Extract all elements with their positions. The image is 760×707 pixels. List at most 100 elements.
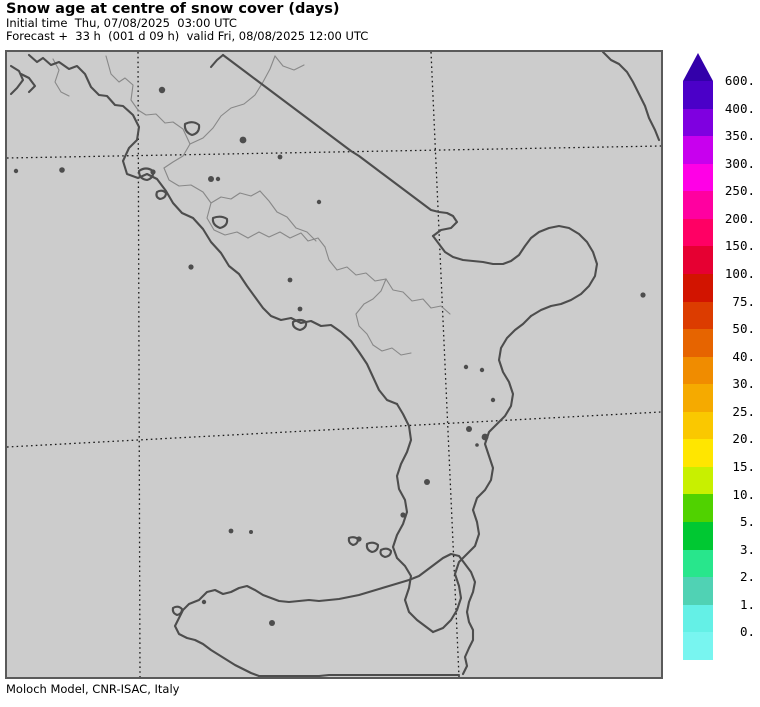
coastline-sardinia-fragment-2 (19, 72, 37, 94)
colorbar-segment[interactable] (683, 301, 713, 330)
colorbar-tick-label: 3. (739, 541, 755, 557)
map-dot (424, 479, 430, 485)
graticule-meridian-1 (137, 52, 141, 677)
coastline-gargano-adriatic (221, 53, 459, 238)
map-canvas[interactable] (7, 52, 661, 677)
colorbar-tick-label: 5. (739, 514, 755, 530)
admin-line-emilia-marche (189, 55, 276, 145)
colorbar-tick-label: 0. (739, 624, 755, 640)
lake-garda-area (183, 121, 201, 137)
admin-line-piemonte-lombardia (52, 58, 70, 97)
coastline-calabria-ionian (431, 314, 533, 634)
colorbar-segment[interactable] (683, 356, 713, 385)
admin-line-campania-basilicata (355, 278, 387, 346)
colorbar-segment[interactable] (683, 604, 713, 633)
map-dot (297, 306, 303, 312)
island-elba (137, 167, 155, 182)
colorbar-top-arrow-icon (683, 53, 713, 81)
island-capri (291, 318, 308, 332)
model-credit: Moloch Model, CNR-ISAC, Italy (6, 682, 180, 696)
graticule-parallel-1 (7, 145, 661, 159)
colorbar-segment[interactable] (683, 246, 713, 274)
colorbar-tick-label: 25. (732, 403, 755, 419)
island-aeolian-2 (379, 547, 393, 559)
colorbar-segment[interactable] (683, 191, 713, 219)
header: Snow age at centre of snow cover (days) … (6, 0, 706, 42)
coastline-gulf-of-taranto-salento (431, 224, 599, 318)
coastline-sardinia-fragment (9, 64, 25, 96)
admin-line-molise-puglia (385, 278, 451, 315)
colorbar-segment[interactable] (683, 163, 713, 192)
forecast-time-text: Forecast + 33 h (001 d 09 h) valid Fri, … (6, 28, 369, 43)
colorbar-segment[interactable] (683, 439, 713, 467)
colorbar-tick-label: 300. (724, 155, 755, 171)
lake-trasimeno (211, 215, 229, 230)
map-dot (400, 512, 406, 518)
map-dot (269, 620, 275, 626)
coastline-adriatic-north (209, 53, 225, 69)
island-ponza (155, 189, 168, 201)
colorbar-segment[interactable] (683, 466, 713, 495)
map-panel[interactable] (5, 50, 663, 679)
colorbar-labels: 600. 400. 350. 300. 250. 200. 150. 100. 75. 50. 40… (715, 53, 760, 673)
colorbar-tick-label: 40. (732, 348, 755, 364)
coastlines (9, 52, 661, 677)
map-dot (316, 199, 322, 205)
map-dot (490, 397, 496, 403)
initial-time-text: Initial time Thu, 07/08/2025 03:00 UTC (6, 16, 237, 30)
colorbar-cap-triangle (683, 53, 713, 81)
map-dot (188, 264, 194, 270)
colorbar-segment[interactable] (683, 549, 713, 578)
colorbar-segment[interactable] (683, 384, 713, 412)
map-dot (228, 528, 234, 534)
admin-boundaries (52, 55, 451, 356)
map-dot (640, 292, 646, 298)
admin-line-umbria-lazio (210, 190, 261, 204)
admin-line-liguria-emilia (105, 55, 191, 169)
map-dot (239, 136, 247, 144)
admin-line-abruzzo-molise (324, 246, 387, 282)
map-point-markers (13, 86, 646, 626)
colorbar-segments[interactable] (683, 81, 713, 660)
colorbar-tick-label: 150. (724, 238, 755, 254)
graticule-parallel-2 (7, 411, 661, 448)
colorbar-segment[interactable] (683, 494, 713, 522)
colorbar-tick-label: 400. (724, 100, 755, 116)
map-dot (158, 86, 166, 94)
graticule-meridian-2 (430, 52, 460, 677)
island-aeolian-1 (365, 541, 380, 554)
map-background (7, 52, 661, 677)
admin-line-veneto-friuli (274, 55, 305, 71)
colorbar-segment[interactable] (683, 136, 713, 164)
colorbar-tick-label: 350. (724, 128, 755, 144)
colorbar-segment[interactable] (683, 108, 713, 137)
colorbar-segment[interactable] (683, 273, 713, 302)
colorbar-tick-label: 50. (732, 321, 755, 337)
colorbar[interactable] (683, 53, 713, 660)
island-aeolian-3 (347, 536, 360, 547)
map-dot (356, 536, 362, 542)
map-dot (249, 530, 253, 534)
map-dot (13, 168, 19, 174)
coastline-sicily-south (257, 673, 461, 677)
colorbar-segment[interactable] (683, 411, 713, 440)
colorbar-segment[interactable] (683, 632, 713, 660)
graticule (7, 52, 661, 677)
map-dot (466, 426, 472, 432)
map-dot (208, 176, 214, 182)
colorbar-tick-label: 250. (724, 183, 755, 199)
coastline-istria-upper-right (601, 52, 661, 142)
coastline-liguria-tyrrhenian (27, 53, 399, 406)
map-dot (481, 433, 489, 441)
page-title: Snow age at centre of snow cover (days) (6, 1, 340, 17)
island-egadi (171, 605, 184, 617)
colorbar-tick-label: 100. (724, 266, 755, 281)
colorbar-tick-label: 20. (732, 431, 755, 447)
colorbar-segment[interactable] (683, 218, 713, 247)
colorbar-tick-label: 2. (739, 569, 755, 585)
map-dot (463, 364, 469, 370)
colorbar-segment[interactable] (683, 81, 713, 109)
colorbar-segment[interactable] (683, 329, 713, 357)
colorbar-segment[interactable] (683, 577, 713, 605)
colorbar-segment[interactable] (683, 522, 713, 550)
